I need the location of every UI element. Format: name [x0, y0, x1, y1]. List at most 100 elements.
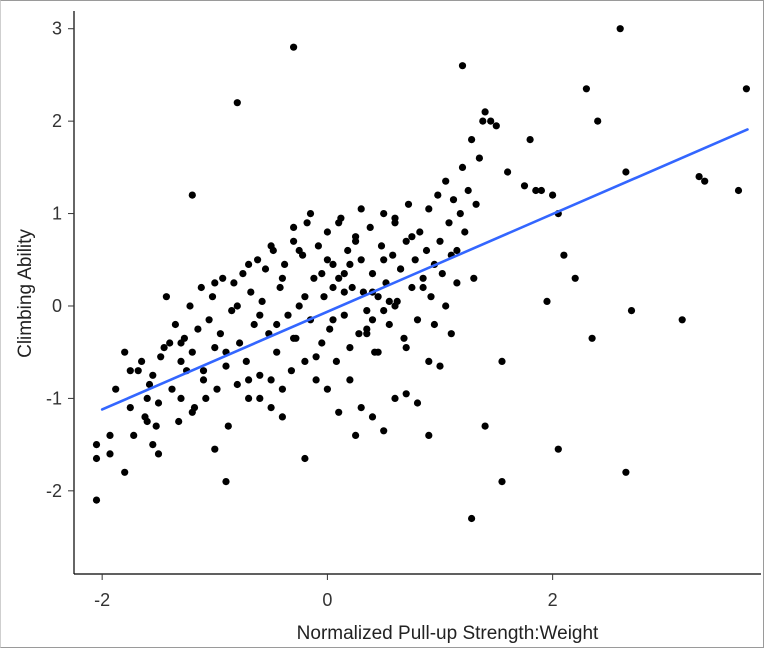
data-point	[416, 228, 424, 236]
y-axis-ticks: -2 -1 0 1 2 3	[46, 19, 74, 501]
data-point	[335, 408, 343, 416]
data-point	[404, 200, 413, 208]
data-point	[254, 256, 262, 264]
data-point	[419, 283, 427, 292]
data-point	[456, 210, 464, 218]
data-point	[377, 242, 386, 250]
data-point	[152, 422, 160, 430]
data-point	[436, 237, 444, 245]
data-point	[303, 219, 311, 227]
data-point	[126, 367, 134, 375]
data-point	[335, 274, 343, 282]
data-point	[344, 246, 352, 255]
data-point	[149, 441, 157, 449]
data-point	[498, 478, 506, 486]
data-point	[363, 330, 371, 338]
data-point	[464, 186, 472, 195]
data-point	[355, 330, 363, 338]
data-point	[678, 316, 686, 324]
data-point	[436, 362, 444, 370]
fit-line	[100, 128, 749, 411]
data-point	[188, 348, 196, 356]
data-point	[380, 256, 388, 264]
data-point	[504, 168, 512, 176]
data-point	[245, 260, 253, 268]
data-point	[520, 182, 529, 190]
data-point	[323, 256, 331, 264]
data-point	[402, 237, 410, 245]
data-point	[290, 237, 298, 245]
fit-line-group	[100, 128, 749, 411]
data-point	[258, 297, 266, 305]
data-point	[149, 371, 157, 379]
data-point	[267, 376, 275, 384]
data-point	[481, 108, 489, 116]
data-point	[385, 320, 393, 329]
data-point	[560, 251, 568, 259]
data-point	[177, 339, 185, 347]
data-point	[278, 413, 286, 421]
data-point	[543, 297, 551, 305]
data-point	[434, 191, 442, 199]
data-point	[627, 307, 636, 315]
data-point	[425, 431, 433, 439]
data-point	[532, 186, 540, 195]
data-point	[402, 344, 410, 352]
data-point	[222, 362, 230, 370]
data-point	[329, 316, 337, 324]
data-point	[145, 380, 154, 389]
data-point	[340, 311, 348, 319]
data-point	[171, 320, 179, 329]
data-point	[438, 270, 446, 278]
data-point	[326, 325, 334, 333]
data-point	[301, 357, 309, 365]
data-point	[368, 316, 377, 324]
data-point	[112, 385, 120, 393]
data-point	[273, 320, 281, 329]
data-point	[267, 404, 275, 412]
data-point	[121, 348, 129, 356]
data-point	[622, 468, 630, 476]
data-point	[445, 219, 453, 227]
data-point	[290, 334, 298, 342]
data-point	[357, 404, 365, 412]
x-axis-title: Normalized Pull-up Strength:Weight	[297, 623, 599, 644]
data-point	[106, 450, 114, 458]
data-point	[208, 293, 217, 301]
data-point	[301, 454, 309, 463]
data-point	[199, 376, 208, 384]
data-point	[121, 468, 129, 476]
x-tick-label: 0	[322, 590, 332, 610]
data-point	[616, 25, 624, 33]
data-point	[400, 334, 408, 342]
data-point	[472, 200, 480, 208]
data-point	[199, 367, 208, 375]
data-point	[106, 431, 114, 439]
data-point	[160, 344, 168, 352]
data-point	[219, 274, 227, 282]
data-point	[222, 478, 230, 486]
data-point	[177, 394, 185, 402]
data-point	[397, 265, 405, 273]
data-point	[126, 404, 134, 412]
data-point	[329, 260, 337, 268]
data-point	[134, 367, 142, 375]
data-point	[295, 246, 303, 255]
data-points	[92, 25, 751, 523]
data-point	[318, 270, 326, 278]
y-tick-label: 1	[52, 204, 62, 224]
data-point	[526, 136, 534, 144]
data-point	[323, 228, 331, 236]
data-point	[453, 246, 461, 255]
data-point	[422, 246, 431, 255]
data-point	[211, 344, 219, 352]
data-point	[211, 445, 219, 453]
data-point	[742, 85, 751, 93]
data-point	[143, 394, 151, 402]
data-point	[368, 413, 377, 421]
data-point	[256, 311, 264, 319]
data-point	[374, 348, 382, 356]
data-point	[385, 297, 393, 305]
data-point	[391, 394, 399, 402]
